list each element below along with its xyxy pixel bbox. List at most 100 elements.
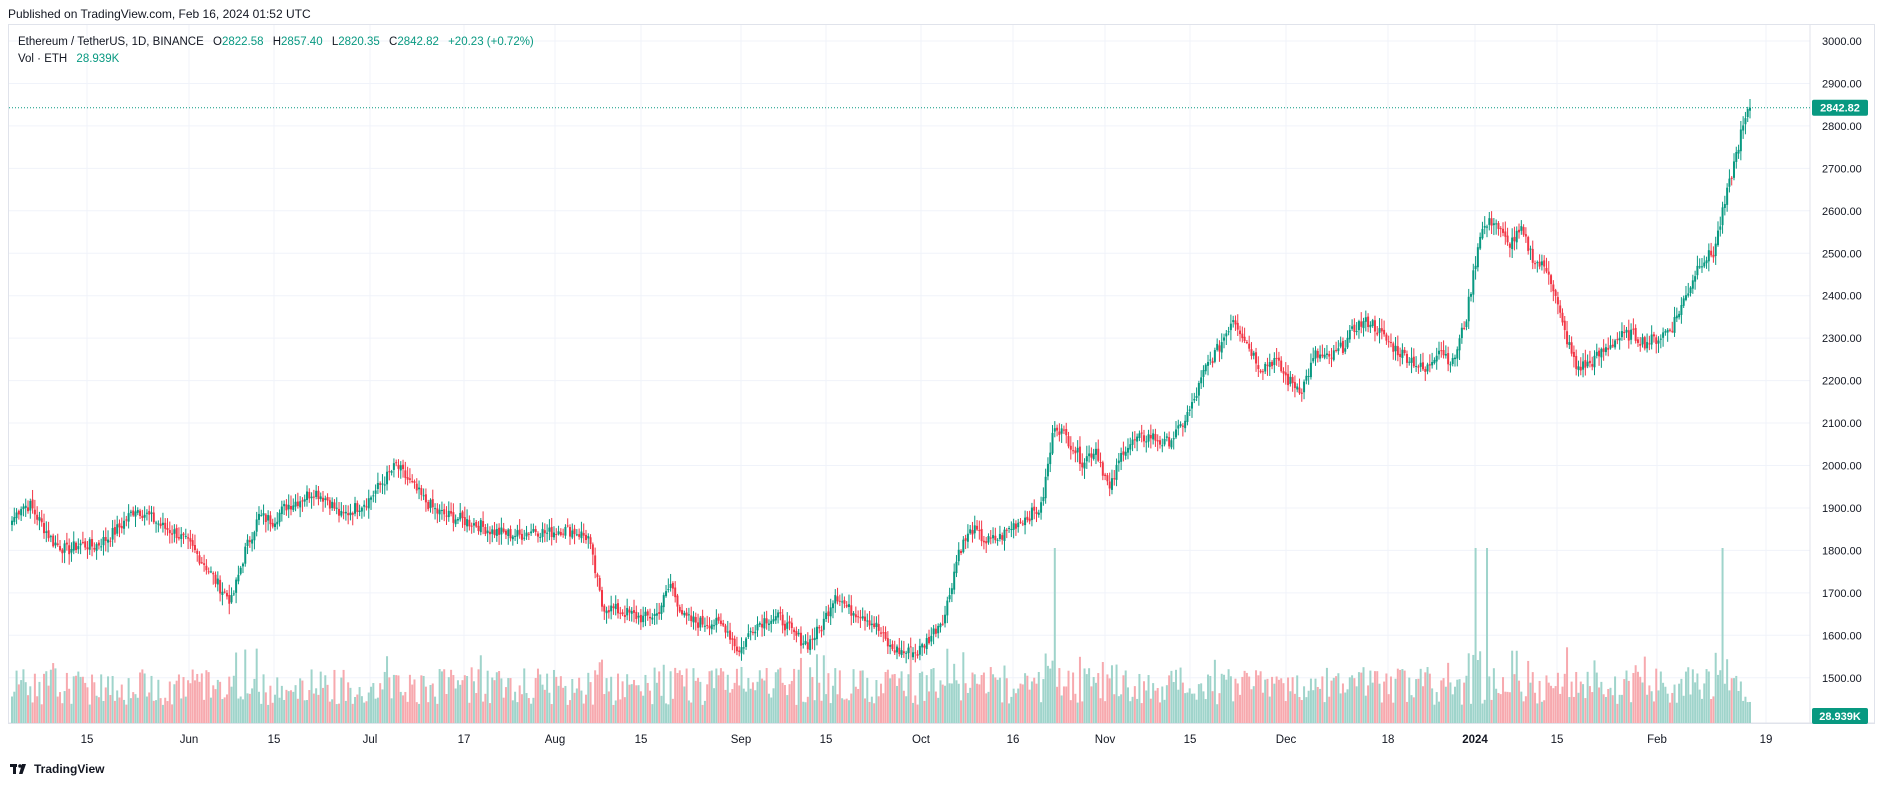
volume-bar bbox=[1376, 671, 1379, 723]
candle-body bbox=[498, 527, 501, 535]
volume-bar bbox=[253, 678, 256, 723]
candle-body bbox=[921, 644, 924, 648]
volume-bar bbox=[1655, 668, 1658, 723]
candle-body bbox=[850, 605, 853, 616]
volume-bar bbox=[1277, 679, 1280, 723]
volume-bar bbox=[257, 691, 260, 723]
volume-bar bbox=[81, 676, 84, 723]
volume-bar bbox=[324, 675, 327, 723]
x-tick-label: 2024 bbox=[1462, 734, 1488, 746]
candle-body bbox=[694, 617, 697, 623]
candle-body bbox=[1255, 352, 1258, 364]
volume-bar bbox=[470, 667, 473, 723]
volume-bar bbox=[356, 694, 359, 723]
volume-bar bbox=[1083, 668, 1086, 723]
candle-body bbox=[1124, 451, 1127, 456]
volume-bar bbox=[1140, 703, 1143, 723]
volume-bar bbox=[241, 699, 244, 723]
volume-bar bbox=[706, 684, 709, 723]
volume-bar bbox=[408, 674, 411, 723]
volume-bar bbox=[536, 668, 539, 723]
candle-body bbox=[322, 497, 325, 502]
volume-bar bbox=[539, 674, 542, 723]
candle-body bbox=[628, 609, 631, 613]
candle-body bbox=[381, 483, 384, 485]
volume-bar bbox=[713, 688, 716, 723]
candle-body bbox=[404, 470, 407, 478]
candle-body bbox=[59, 546, 62, 551]
volume-bar bbox=[1010, 696, 1013, 723]
y-tick-label: 1900.00 bbox=[1822, 503, 1862, 515]
candle-body bbox=[1586, 361, 1589, 367]
candle-body bbox=[276, 521, 279, 525]
candle-body bbox=[596, 574, 599, 578]
volume-bar bbox=[1746, 702, 1749, 723]
volume-bar bbox=[280, 685, 283, 723]
volume-bar bbox=[173, 684, 176, 723]
volume-bar bbox=[1097, 673, 1100, 723]
candle-body bbox=[1371, 320, 1374, 326]
candle-body bbox=[1668, 329, 1671, 331]
candle-body bbox=[136, 509, 139, 513]
volume-bar bbox=[1483, 699, 1486, 723]
volume-bar bbox=[1511, 650, 1514, 723]
candle-body bbox=[1639, 343, 1642, 346]
volume-bar bbox=[580, 690, 583, 723]
volume-bar bbox=[1037, 671, 1040, 723]
candle-body bbox=[1028, 518, 1031, 522]
candle-body bbox=[125, 519, 128, 521]
candle-body bbox=[500, 527, 503, 535]
candle-body bbox=[1385, 334, 1388, 341]
candle-body bbox=[580, 531, 583, 539]
volume-bar bbox=[976, 683, 979, 723]
candle-body bbox=[383, 484, 386, 486]
candle-body bbox=[831, 603, 834, 609]
volume-bar bbox=[1570, 681, 1573, 723]
candle-body bbox=[857, 616, 860, 618]
volume-bar bbox=[1723, 683, 1726, 723]
volume-bar bbox=[875, 680, 878, 723]
candle-body bbox=[697, 622, 700, 628]
legend-volume-label[interactable]: Vol · ETH bbox=[18, 53, 68, 65]
candle-body bbox=[854, 614, 857, 618]
candle-body bbox=[877, 623, 880, 631]
candle-body bbox=[1737, 149, 1740, 154]
tradingview-logo-icon bbox=[10, 764, 26, 774]
footer-brand[interactable]: TradingView bbox=[34, 762, 105, 776]
volume-bar bbox=[818, 682, 821, 723]
volume-bar bbox=[1499, 694, 1502, 723]
legend-symbol[interactable]: Ethereum / TetherUS, 1D, BINANCE bbox=[18, 36, 204, 48]
volume-bar bbox=[1490, 699, 1493, 723]
candle-body bbox=[1399, 353, 1402, 357]
candle-body bbox=[1236, 322, 1239, 330]
candle-body bbox=[1726, 187, 1729, 205]
volume-bar bbox=[859, 670, 862, 723]
volume-bar bbox=[779, 667, 782, 723]
volume-bar bbox=[342, 669, 345, 723]
volume-bar bbox=[1092, 677, 1095, 723]
candle-body bbox=[173, 529, 176, 534]
volume-bar bbox=[1568, 697, 1571, 723]
volume-bar bbox=[555, 676, 558, 723]
candle-body bbox=[1614, 340, 1617, 348]
candle-body bbox=[390, 471, 393, 473]
candle-body bbox=[683, 612, 686, 616]
volume-bar bbox=[1113, 694, 1116, 723]
volume-bar bbox=[1696, 673, 1699, 723]
last-volume-tag bbox=[1812, 708, 1868, 724]
volume-bar bbox=[1453, 686, 1456, 723]
volume-bar bbox=[1595, 672, 1598, 723]
candle-body bbox=[799, 632, 802, 646]
candle-body bbox=[1207, 361, 1210, 366]
candle-body bbox=[1220, 342, 1223, 353]
volume-bar bbox=[1561, 686, 1564, 723]
volume-bar bbox=[1261, 692, 1264, 723]
volume-bar bbox=[1458, 679, 1461, 723]
candle-body bbox=[916, 654, 919, 656]
volume-bar bbox=[269, 685, 272, 723]
volume-bar bbox=[1170, 670, 1173, 723]
candle-body bbox=[790, 622, 793, 629]
candle-body bbox=[239, 567, 242, 574]
volume-bar bbox=[1259, 671, 1262, 723]
